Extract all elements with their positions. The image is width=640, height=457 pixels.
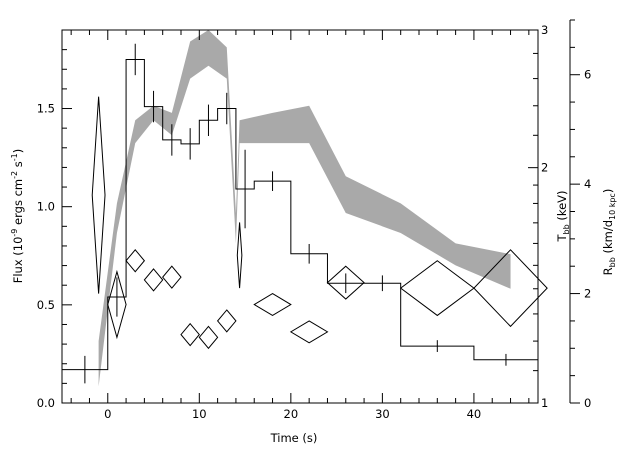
- y-right-radius-tick-label: 4: [584, 177, 591, 191]
- flux-histogram-layer: [62, 43, 538, 384]
- y-right-radius-tick-label: 6: [584, 68, 591, 82]
- y-left-axis-label: Flux (10-9 ergs cm-2 s-1): [10, 149, 25, 284]
- x-tick-label: 0: [104, 407, 111, 421]
- radius-diamond-0: [91, 96, 106, 294]
- x-tick-label: 30: [375, 407, 390, 421]
- radius-diamond-1: [107, 269, 127, 340]
- y-right-temperature-tick-label: 2: [541, 161, 548, 175]
- x-tick-label: 20: [284, 407, 299, 421]
- y-right-radius-tick-label: 0: [584, 396, 591, 410]
- radius-diamond-13: [473, 249, 548, 328]
- y-left-tick-label: 0.0: [37, 396, 55, 410]
- radius-diamond-9: [253, 292, 292, 317]
- temperature-band: [98, 30, 511, 387]
- y-left-tick-label: 0.5: [37, 298, 55, 312]
- x-axis-label: Time (s): [270, 431, 318, 445]
- flux-histogram-line: [62, 58, 538, 371]
- radius-diamond-2: [125, 249, 146, 273]
- radius-diamond-3: [143, 268, 164, 292]
- y-left-tick-label: 1.5: [37, 102, 55, 116]
- x-tick-label: 10: [192, 407, 207, 421]
- x-tick-label: 40: [467, 407, 482, 421]
- radius-diamond-5: [180, 322, 200, 347]
- plot-frame: [61, 29, 539, 404]
- radius-diamond-8: [236, 222, 243, 289]
- radius-diamond-10: [289, 320, 329, 344]
- radius-diamond-12: [399, 260, 475, 317]
- radius-diamond-4: [162, 265, 182, 289]
- y-right-temperature-axis-label: Tbb (keV): [555, 190, 571, 242]
- radius-diamond-7: [216, 309, 237, 333]
- y-right-temperature-tick-label: 1: [541, 396, 548, 410]
- temperature-band-layer: [98, 30, 511, 387]
- radius-diamond-11: [326, 265, 365, 300]
- y-left-tick-label: 1.0: [37, 200, 55, 214]
- y-right-radius-tick-label: 2: [584, 287, 591, 301]
- radius-diamond-6: [198, 325, 219, 350]
- y-right-radius-axis-label: Rbb (km/d10 kpc): [601, 189, 617, 276]
- radius-diamonds-layer: [91, 96, 548, 350]
- y-right-temperature-tick-label: 3: [541, 23, 548, 37]
